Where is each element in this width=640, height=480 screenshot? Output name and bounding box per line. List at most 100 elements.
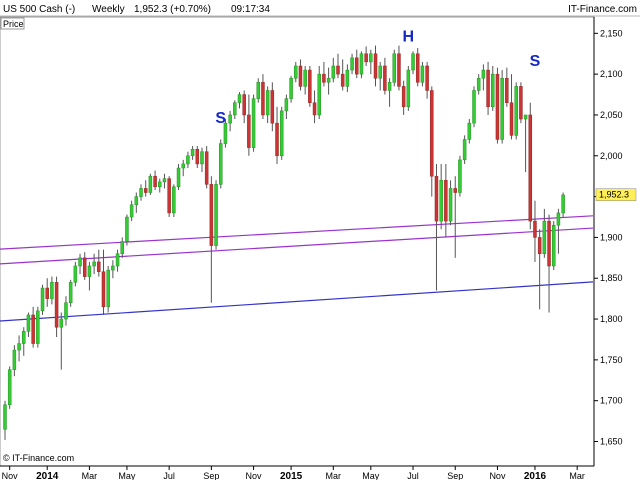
x-tick-label-9: May bbox=[362, 471, 380, 480]
candle-body-73 bbox=[345, 69, 350, 87]
candle-30 bbox=[143, 180, 148, 197]
x-axis: Nov 2014 Mar May Jul Sep Nov 2015 Mar May Jul Sep No… bbox=[2, 466, 585, 480]
candle-77 bbox=[364, 46, 368, 66]
candle-56 bbox=[265, 86, 270, 124]
candle-body-119 bbox=[561, 194, 565, 214]
candle-body-24 bbox=[115, 253, 120, 267]
candle-body-81 bbox=[383, 65, 387, 91]
timeframe-label: Weekly bbox=[92, 4, 125, 15]
candle-body-16 bbox=[78, 257, 82, 267]
candle-body-89 bbox=[420, 65, 425, 83]
candle-body-10 bbox=[50, 282, 54, 299]
candle-body-71 bbox=[336, 65, 340, 75]
last-change: 1,952.3 (+0.70%) bbox=[134, 4, 211, 15]
candle-body-57 bbox=[270, 90, 275, 124]
candle-4 bbox=[22, 327, 26, 356]
instrument-name: US 500 Cash (-) bbox=[3, 4, 75, 15]
candle-117 bbox=[551, 221, 556, 271]
candle-body-35 bbox=[167, 178, 171, 214]
candle-body-0 bbox=[3, 404, 7, 430]
candle-48 bbox=[228, 110, 232, 132]
candle-body-113 bbox=[533, 220, 537, 238]
candle-body-7 bbox=[36, 310, 40, 344]
x-tick-label-5: Sep bbox=[203, 471, 219, 480]
plot-area bbox=[0, 16, 595, 467]
candle-body-6 bbox=[31, 314, 35, 344]
candle-2 bbox=[12, 345, 17, 377]
candle-93 bbox=[439, 163, 443, 230]
candle-61 bbox=[289, 75, 293, 103]
candle-body-62 bbox=[294, 65, 298, 79]
candle-86 bbox=[406, 65, 411, 111]
candle-body-52 bbox=[247, 114, 251, 148]
candle-body-78 bbox=[369, 53, 373, 63]
candle-body-65 bbox=[308, 69, 312, 103]
y-tick-label-4: 1,850 bbox=[600, 273, 623, 283]
last-price-marker: 1,952.3 bbox=[595, 188, 637, 201]
candle-34 bbox=[162, 173, 167, 189]
candle-body-93 bbox=[439, 180, 443, 222]
candle-body-114 bbox=[537, 237, 542, 254]
candle-118 bbox=[556, 208, 561, 254]
pattern-label-1: H bbox=[403, 28, 415, 45]
candle-70 bbox=[331, 57, 336, 83]
candle-25 bbox=[120, 237, 124, 258]
candle-body-51 bbox=[242, 94, 246, 116]
candle-49 bbox=[233, 100, 237, 120]
candle-body-69 bbox=[326, 77, 331, 83]
candle-body-87 bbox=[411, 53, 415, 71]
candle-114 bbox=[537, 229, 542, 310]
candle-body-108 bbox=[509, 102, 514, 136]
candle-90 bbox=[425, 61, 429, 99]
candle-14 bbox=[68, 279, 73, 307]
candle-75 bbox=[355, 49, 359, 79]
candle-body-59 bbox=[279, 110, 284, 157]
candle-body-15 bbox=[73, 265, 78, 283]
candle-body-67 bbox=[317, 73, 321, 116]
candle-97 bbox=[458, 155, 462, 197]
y-tick-label-9: 2,100 bbox=[600, 69, 623, 79]
candle-body-27 bbox=[129, 204, 134, 218]
y-tick-label-7: 2,000 bbox=[600, 151, 623, 161]
candle-body-107 bbox=[505, 77, 509, 103]
candle-body-79 bbox=[373, 53, 378, 79]
candle-68 bbox=[322, 61, 326, 87]
candle-66 bbox=[312, 90, 317, 124]
x-tick-label-2: Mar bbox=[82, 471, 98, 480]
candle-65 bbox=[308, 65, 312, 107]
candle-body-4 bbox=[22, 331, 26, 344]
candle-body-92 bbox=[434, 175, 439, 222]
candle-body-5 bbox=[26, 314, 31, 332]
candle-15 bbox=[73, 261, 78, 287]
candle-body-83 bbox=[392, 53, 397, 83]
candle-7 bbox=[36, 306, 40, 348]
candle-body-76 bbox=[359, 53, 364, 75]
candle-33 bbox=[158, 178, 162, 193]
candle-106 bbox=[500, 70, 504, 144]
x-tick-label-3: May bbox=[118, 471, 136, 480]
candle-0 bbox=[3, 400, 7, 440]
candle-45 bbox=[214, 180, 218, 250]
candle-body-39 bbox=[186, 155, 190, 165]
trendline-upper-channel bbox=[0, 215, 594, 250]
candle-95 bbox=[448, 180, 453, 226]
candle-100 bbox=[472, 86, 476, 128]
candle-21 bbox=[101, 249, 106, 315]
candle-72 bbox=[340, 59, 345, 91]
candle-body-72 bbox=[340, 73, 345, 87]
candle-31 bbox=[148, 173, 153, 195]
candle-54 bbox=[256, 78, 261, 103]
candle-body-103 bbox=[486, 69, 490, 108]
time-label: 09:17:34 bbox=[231, 4, 270, 15]
candle-98 bbox=[462, 135, 467, 164]
candle-body-12 bbox=[59, 318, 64, 328]
candle-13 bbox=[64, 296, 68, 326]
candle-body-75 bbox=[355, 57, 359, 75]
last-price-label: 1,952.3 bbox=[599, 190, 629, 200]
x-tick-label-7: 2015 bbox=[280, 471, 303, 480]
candle-body-109 bbox=[514, 86, 518, 136]
candle-102 bbox=[481, 64, 486, 91]
candle-body-98 bbox=[462, 139, 467, 161]
candle-body-2 bbox=[12, 349, 17, 370]
candle-41 bbox=[195, 145, 200, 169]
